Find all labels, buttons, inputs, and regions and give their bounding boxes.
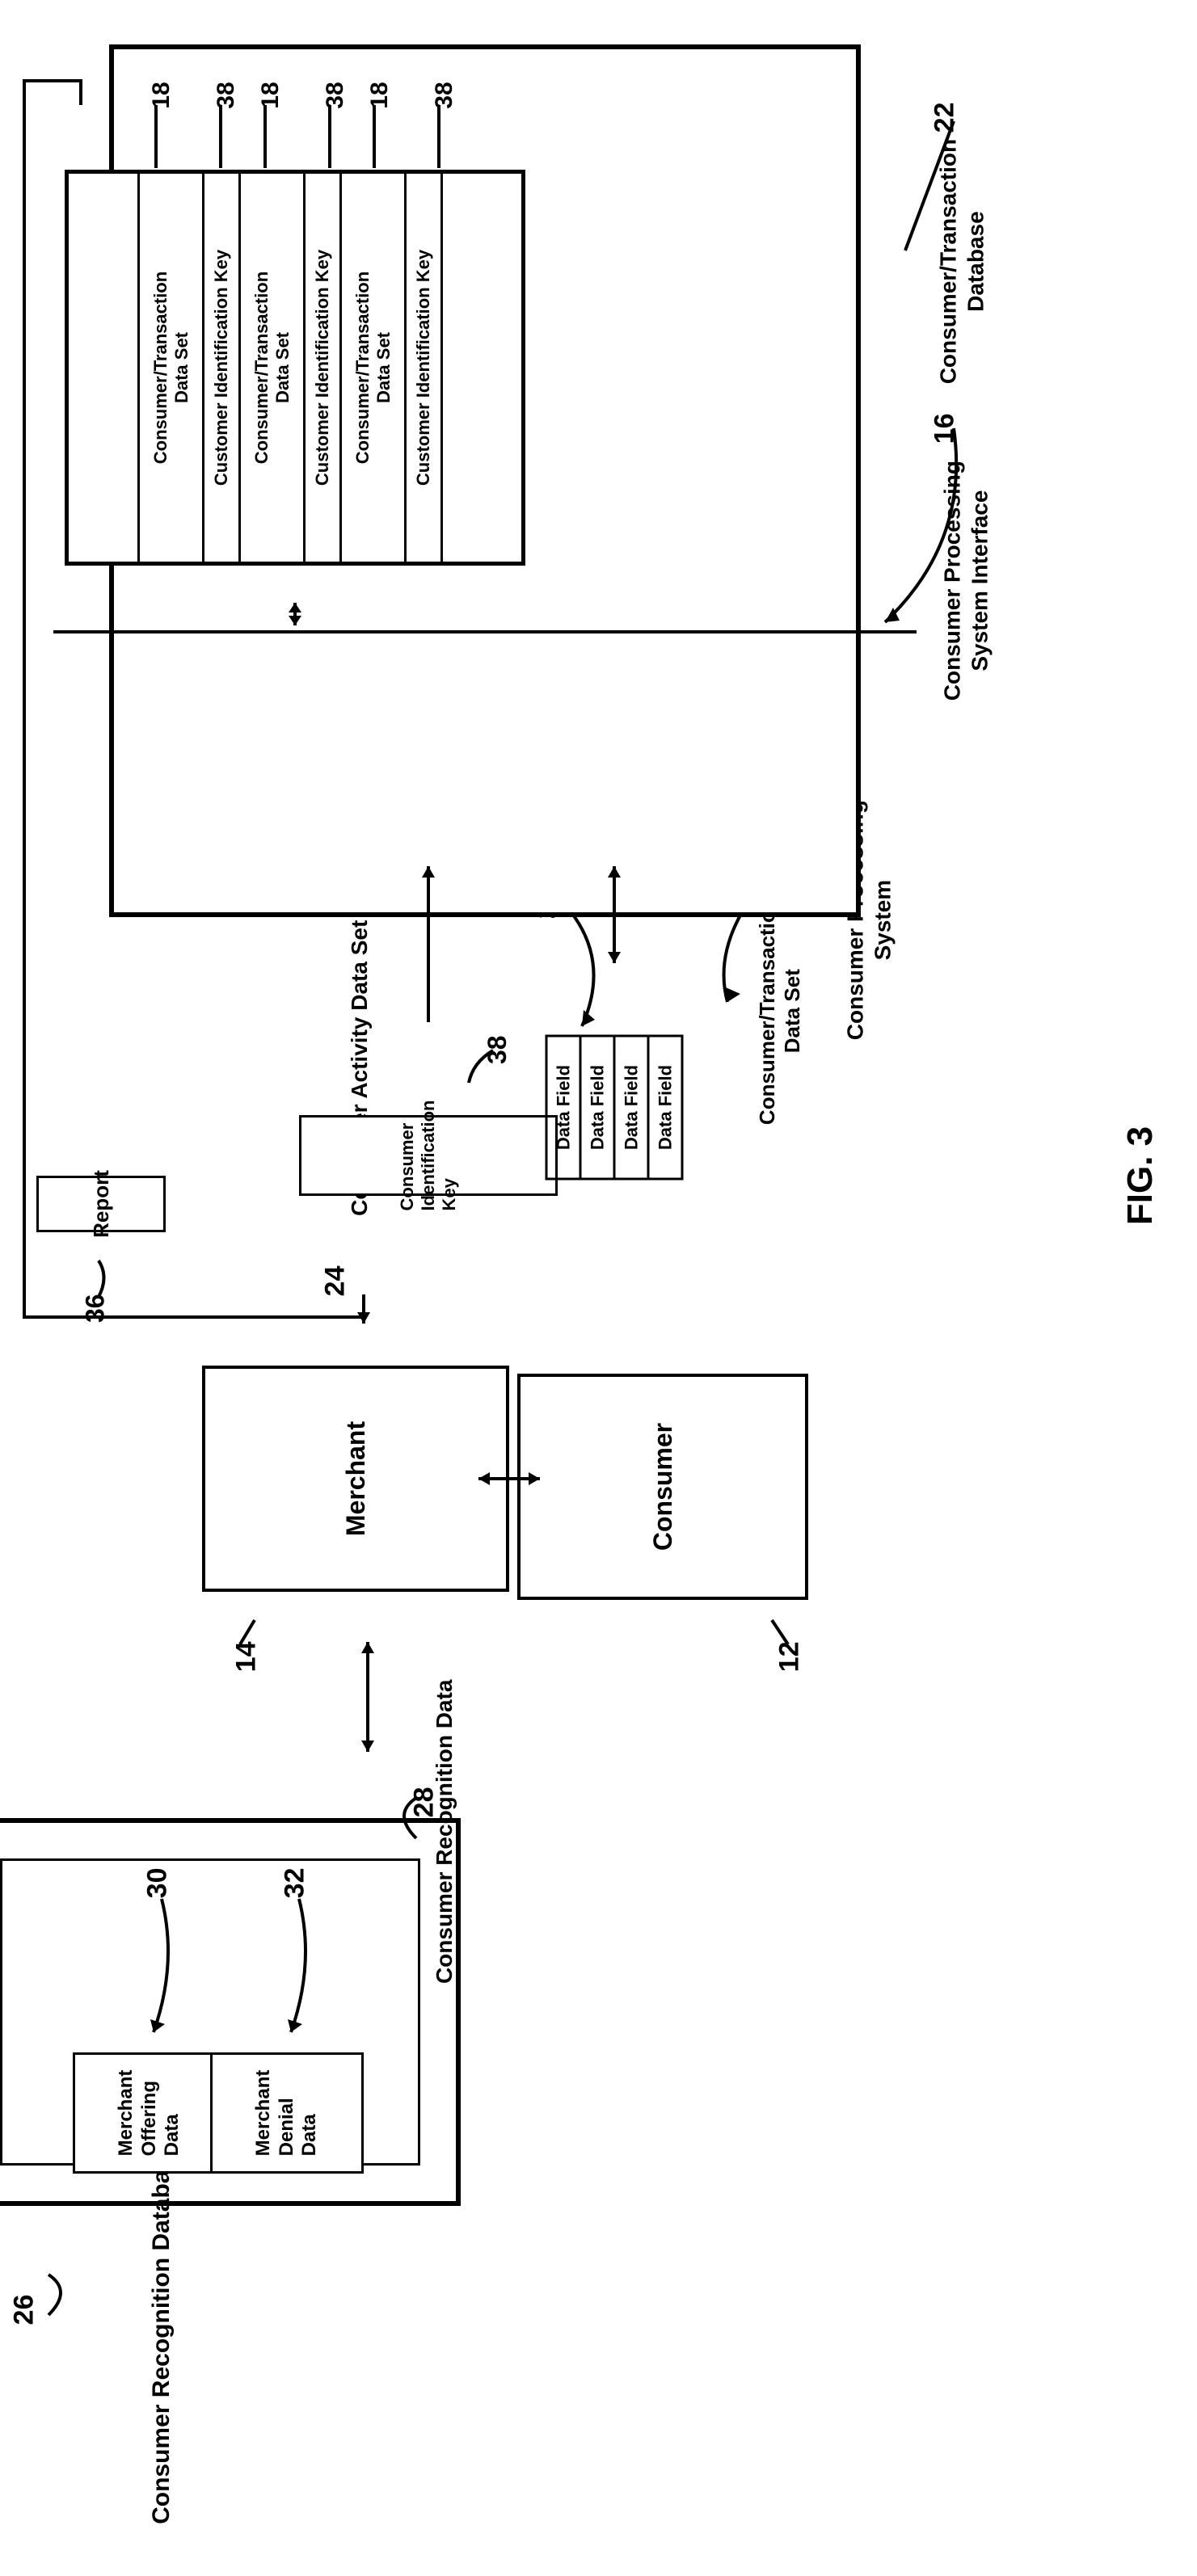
report-line [48, 105, 372, 1333]
consumer-num-leader [764, 1620, 804, 1652]
crd-outer-leader [16, 2271, 97, 2319]
data-field-stack: Data FieldData FieldData FieldData Field [546, 1035, 684, 1181]
merchant-denial-num: 32 [279, 1863, 312, 1903]
merchant-box: Merchant [202, 1366, 509, 1592]
merchant-denial-box: Merchant Denial Data [210, 2052, 364, 2174]
merchant-offering-box: Merchant Offering Data [73, 2052, 226, 2174]
merchant-consumer-arrow [469, 1463, 550, 1495]
cik-in-arrow [412, 857, 445, 1026]
datafield-in-arrow [598, 857, 630, 970]
data-field-row: Data Field [616, 1035, 650, 1181]
merchant-crd-arrow [352, 1632, 384, 1762]
data-field-row: Data Field [548, 1035, 582, 1181]
merchant-num-leader [230, 1620, 279, 1652]
merchant-offering-leader [129, 1899, 194, 2044]
ctdb-row: Customer Identification Key [407, 170, 443, 566]
consumer-box: Consumer [517, 1374, 808, 1600]
merchant-offering-num: 30 [141, 1863, 175, 1903]
cp-interface-leader [873, 428, 970, 630]
data-field-row: Data Field [582, 1035, 616, 1181]
ctdb-row-num-leader [432, 105, 449, 170]
data-field-row: Data Field [650, 1035, 684, 1181]
merchant-denial-leader [267, 1899, 331, 2044]
ctdb-leader [905, 121, 970, 259]
cik-leader [461, 1050, 501, 1091]
crd-inner-leader [372, 1794, 453, 1842]
figure-caption: FIG. 3 [1120, 1126, 1161, 1225]
